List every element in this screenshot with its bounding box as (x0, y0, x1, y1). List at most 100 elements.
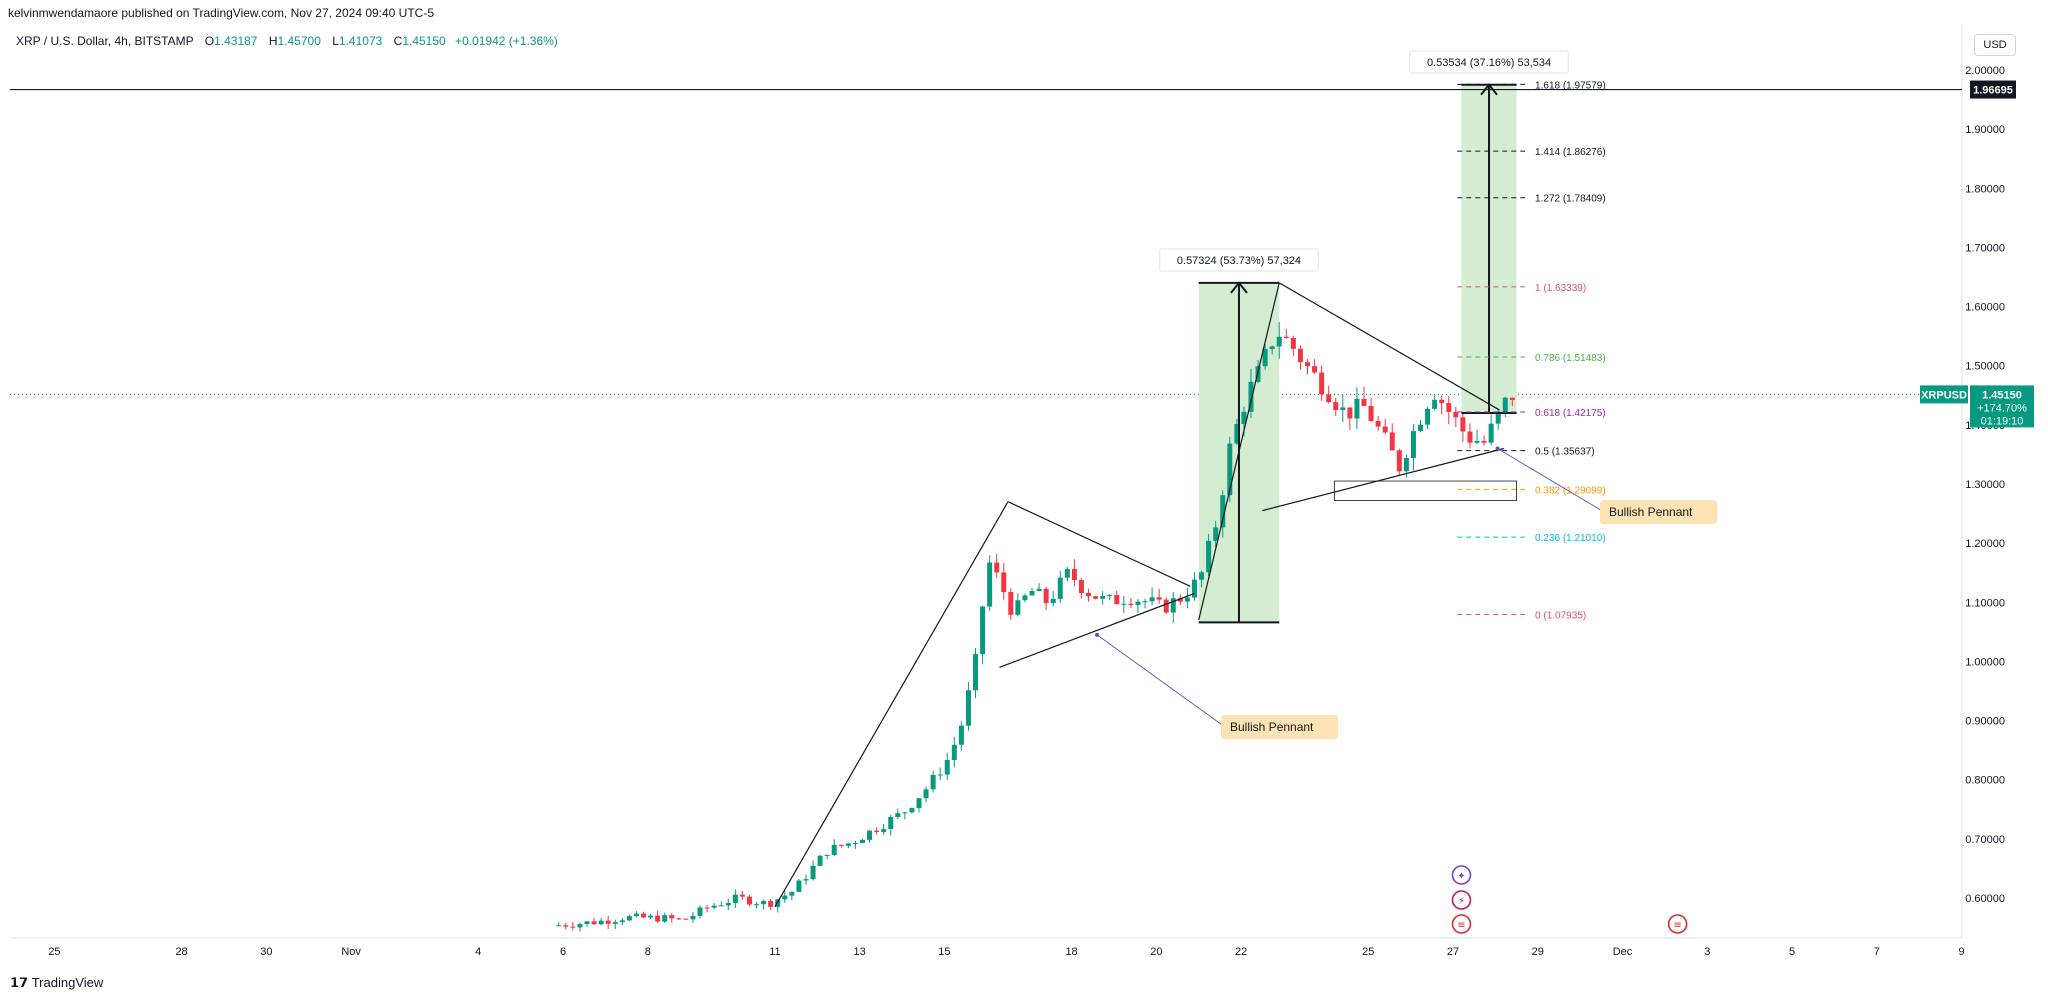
open-label: O (204, 34, 215, 48)
candle-up (1149, 597, 1155, 602)
x-tick-label: Dec (1613, 946, 1633, 958)
candle-up (1474, 440, 1480, 443)
candle-down (676, 918, 682, 920)
candle-up (1121, 603, 1127, 605)
candle-layer (556, 322, 1515, 932)
x-tick-label: 6 (560, 946, 566, 958)
candle-up (881, 829, 887, 833)
trend-line-impulse-1 (774, 501, 1009, 908)
candle-up (859, 839, 865, 843)
x-tick-label: 5 (1789, 946, 1795, 958)
candle-down (994, 562, 1000, 573)
candle-down (1453, 411, 1459, 418)
x-tick-label: 15 (938, 946, 950, 958)
event-crypto-icon (1451, 865, 1472, 885)
symbol-info: XRP / U.S. Dollar, 4h, BITSTAMP O1.43187… (16, 34, 558, 48)
candle-up (584, 921, 590, 925)
x-tick-label: 20 (1150, 946, 1162, 958)
us-flag-icon (1451, 914, 1472, 934)
candle-down (605, 920, 611, 924)
pennant-1-annotation-anchor (1095, 632, 1099, 637)
x-tick-label: Nov (341, 946, 361, 958)
fib-level-label: 1.272 (1.78409) (1535, 194, 1606, 205)
last-price-tag (1970, 385, 2034, 428)
candle-down (570, 926, 576, 928)
x-tick-label: 30 (260, 946, 272, 958)
candle-down (1347, 407, 1353, 419)
candle-down (563, 925, 569, 927)
candle-down (1297, 348, 1303, 363)
candle-up (1029, 590, 1035, 596)
candle-down (1128, 603, 1134, 605)
x-tick-label: 7 (1874, 946, 1880, 958)
pennant-1-lower-line (999, 592, 1195, 668)
candle-up (1495, 411, 1501, 424)
change-value: +0.01942 (+1.36%) (455, 34, 558, 48)
y-tick-label: 1.60000 (1965, 302, 2005, 314)
y-tick-label: 0.80000 (1965, 775, 2005, 787)
candle-down (641, 913, 647, 918)
candle-up (867, 830, 873, 840)
fib-level-label: 1.414 (1.86276) (1535, 147, 1606, 158)
candle-up (895, 813, 901, 818)
candle-up (1135, 601, 1141, 605)
candle-up (1220, 495, 1226, 528)
drawing-layer (10, 83, 1962, 908)
candle-up (1170, 598, 1176, 613)
currency-selector[interactable]: USD (1974, 34, 2016, 56)
candle-up (937, 774, 943, 776)
candle-up (909, 808, 915, 813)
candle-up (824, 854, 830, 856)
measure-1-label-box (1159, 248, 1319, 272)
candle-up (662, 915, 668, 922)
candle-up (697, 907, 703, 916)
candle-down (1361, 398, 1367, 407)
candle-up (888, 817, 894, 830)
candle-down (1312, 366, 1318, 373)
candle-up (1340, 407, 1346, 411)
candle-up (817, 855, 823, 866)
last-price-text: 1.45150 (1982, 389, 2022, 401)
countdown-text: 01:19:10 (1981, 415, 2024, 427)
y-tick-label: 1.10000 (1965, 597, 2005, 609)
candle-down (1439, 399, 1445, 404)
candle-up (987, 562, 993, 607)
pennant-1-annotation: Bullish Pennant (1230, 720, 1314, 734)
pennant-2-upper-line (1278, 282, 1500, 411)
candle-down (1078, 580, 1084, 593)
y-tick-label: 1.30000 (1965, 479, 2005, 491)
trend-line-impulse-2 (1198, 282, 1280, 621)
candle-up (1107, 594, 1113, 596)
candle-up (1142, 601, 1148, 603)
y-tick-label: 1.50000 (1965, 361, 2005, 373)
candle-down (1375, 420, 1381, 427)
tradingview-logo-text: TradingView (31, 975, 104, 990)
measure-1-label: 0.57324 (53.73%) 57,324 (1177, 255, 1301, 267)
candle-down (746, 896, 752, 905)
x-tick-label: 9 (1959, 946, 1965, 958)
candle-up (1213, 527, 1219, 541)
candle-up (1403, 457, 1409, 472)
candle-up (796, 880, 802, 892)
candle-down (591, 921, 597, 925)
pennant-1-annotation-pointer (1096, 634, 1226, 728)
us-flag-icon-2 (1667, 914, 1688, 934)
tradingview-logo[interactable]: 𝟭𝟳 TradingView (10, 975, 103, 991)
x-tick-label: 8 (645, 946, 651, 958)
candle-up (951, 744, 957, 761)
candle-down (1304, 362, 1310, 367)
symbol-name[interactable]: XRP / U.S. Dollar, 4h, BITSTAMP (16, 34, 194, 48)
event-lightning-icon-glyph: ⚡ (1458, 896, 1465, 907)
candle-up (626, 916, 632, 921)
x-tick-label: 18 (1065, 946, 1077, 958)
open-value: 1.43187 (214, 34, 258, 48)
candle-up (831, 844, 837, 855)
candle-up (1248, 381, 1254, 412)
candle-up (1050, 598, 1056, 604)
candle-down (1177, 598, 1183, 602)
candle-up (754, 904, 760, 906)
published-by-text: kelvinmwendamaore published on TradingVi… (8, 6, 435, 20)
pennant-2-annotation-anchor (1495, 446, 1500, 451)
candle-down (1326, 394, 1332, 403)
